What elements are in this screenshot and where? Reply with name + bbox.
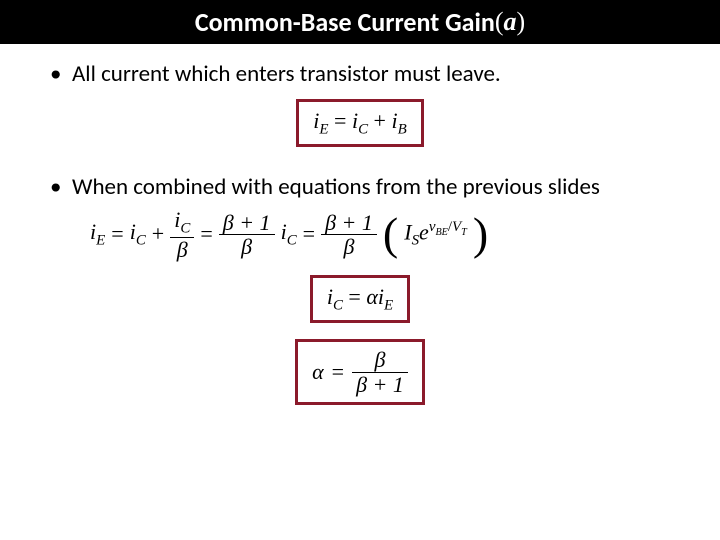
eq2-plus: + (152, 221, 164, 247)
eq3-eq: = (348, 284, 366, 309)
eq2-eq3: = (303, 221, 315, 247)
slide-content: • All current which enters transistor mu… (0, 44, 720, 405)
eq2-iC-sub: C (136, 233, 146, 249)
title-close-paren: ) (517, 7, 526, 37)
title-text: Common-Base Current Gain (195, 6, 495, 38)
eq3-alpha: α (366, 284, 378, 309)
eq2-frac3: β + 1 β (321, 211, 377, 258)
equation-1-wrap: iE = iC + iB (50, 99, 670, 147)
eq2-frac1: iC β (170, 208, 194, 261)
eq2-eq1: = (111, 221, 123, 247)
eq3-iC-sub: C (333, 297, 343, 313)
equation-4-wrap: α = β β + 1 (50, 339, 670, 404)
bullet-1-text: All current which enters transistor must… (72, 60, 501, 89)
equation-1-box: iE = iC + iB (296, 99, 423, 147)
bullet-1: • All current which enters transistor mu… (50, 60, 670, 89)
title-open-paren: ( (495, 7, 504, 37)
bullet-dot: • (50, 60, 72, 88)
eq2-exp-term: ISevBE/VT (404, 219, 467, 250)
eq2-iC2-sub: C (287, 233, 297, 249)
equation-3-wrap: iC = αiE (50, 275, 670, 323)
eq1-equals: = (334, 108, 352, 133)
eq2-iE-sub: E (96, 233, 105, 249)
eq1-iC-sub: C (358, 121, 368, 137)
eq4-eq: = (332, 359, 344, 385)
eq2-frac2: β + 1 β (219, 211, 275, 258)
eq1-iE-sub: E (319, 121, 328, 137)
title-bar: Common-Base Current Gain ( a ) (0, 0, 720, 44)
bullet-2: • When combined with equations from the … (50, 173, 670, 202)
equation-3-box: iC = αiE (310, 275, 410, 323)
eq4-frac: β β + 1 (352, 348, 408, 395)
eq1-plus: + (374, 108, 392, 133)
eq1-iB-sub: B (398, 121, 407, 137)
equation-2: iE = iC + iC β = β + 1 β iC = (90, 208, 488, 261)
title-symbol: a (504, 7, 517, 37)
bullet-2-text: When combined with equations from the pr… (72, 173, 600, 202)
equation-4-box: α = β β + 1 (295, 339, 425, 404)
bullet-dot: • (50, 173, 72, 201)
eq4-alpha: α (312, 359, 324, 385)
eq2-eq2: = (200, 221, 212, 247)
eq3-iE-sub: E (384, 297, 393, 313)
